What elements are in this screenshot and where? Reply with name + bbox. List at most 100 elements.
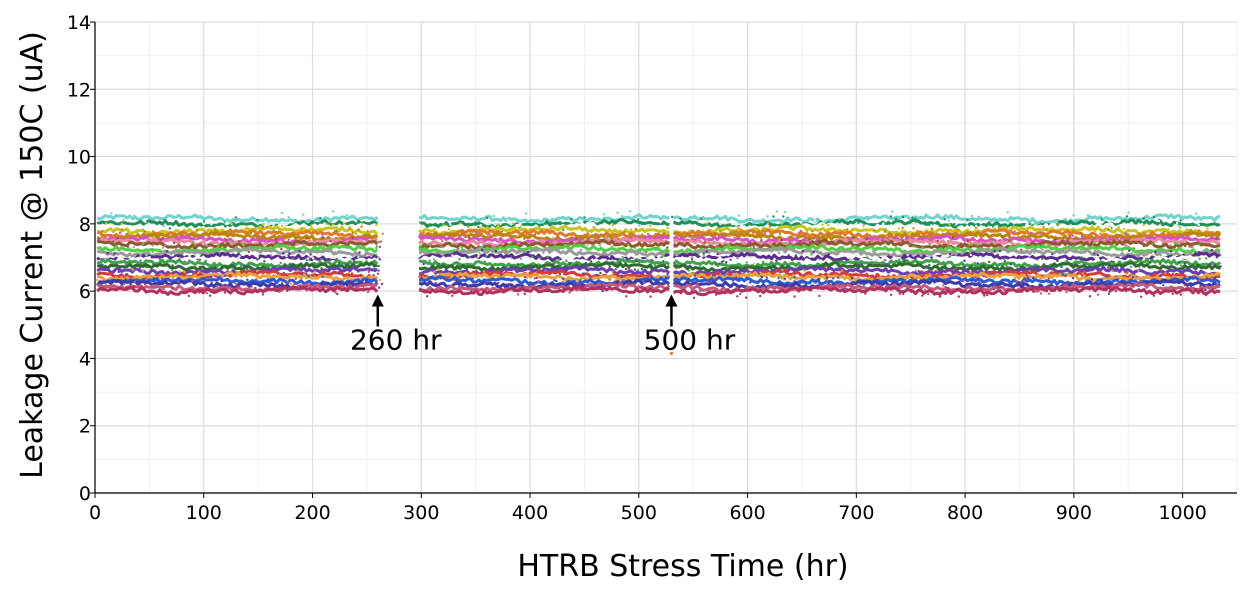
data-point xyxy=(1042,263,1046,266)
data-point xyxy=(1173,241,1176,245)
data-point xyxy=(809,236,813,239)
data-point xyxy=(902,292,905,296)
data-point xyxy=(614,268,617,271)
data-point xyxy=(451,242,455,246)
data-point xyxy=(195,237,198,240)
data-point xyxy=(496,276,499,279)
data-point xyxy=(546,283,549,286)
data-point xyxy=(568,262,571,266)
data-point xyxy=(899,244,902,247)
data-point xyxy=(347,271,351,274)
data-point xyxy=(592,226,595,229)
data-point xyxy=(120,228,124,231)
data-point xyxy=(634,259,637,262)
data-point xyxy=(657,245,660,248)
data-point xyxy=(757,230,760,233)
data-point xyxy=(344,245,348,248)
data-point xyxy=(366,290,370,294)
data-point xyxy=(305,259,308,262)
data-point xyxy=(338,261,341,265)
data-point xyxy=(516,263,520,266)
data-point xyxy=(168,227,171,230)
data-point xyxy=(595,287,599,290)
series-band xyxy=(672,218,1221,230)
data-point xyxy=(809,249,813,252)
data-point xyxy=(749,281,752,284)
data-point xyxy=(872,235,875,238)
data-point xyxy=(696,282,699,286)
data-point xyxy=(708,281,712,285)
data-point xyxy=(177,234,180,238)
data-point xyxy=(729,258,732,261)
data-point xyxy=(655,278,658,281)
data-point xyxy=(646,233,650,236)
data-point xyxy=(230,254,233,257)
data-point xyxy=(512,222,515,225)
data-point xyxy=(873,229,876,232)
data-point xyxy=(279,261,282,265)
data-point xyxy=(689,235,692,238)
data-point xyxy=(274,217,278,221)
annotation-arrow-head xyxy=(665,294,678,307)
data-point xyxy=(1159,262,1162,266)
data-point xyxy=(288,252,291,255)
data-point xyxy=(1100,218,1104,221)
data-point xyxy=(653,264,657,267)
data-point xyxy=(475,231,478,235)
data-point xyxy=(949,252,952,256)
data-point xyxy=(1198,229,1201,232)
data-point xyxy=(102,239,106,242)
data-point xyxy=(918,282,921,285)
data-point xyxy=(1090,228,1094,231)
data-point xyxy=(274,238,278,241)
data-point xyxy=(846,228,849,231)
data-point xyxy=(183,270,186,274)
data-point xyxy=(125,232,129,235)
data-point xyxy=(849,237,852,241)
data-point xyxy=(866,218,869,222)
data-point xyxy=(1162,284,1165,287)
data-point xyxy=(344,267,348,270)
data-point xyxy=(204,259,208,263)
data-point xyxy=(1029,231,1033,234)
data-point xyxy=(832,240,835,243)
data-point xyxy=(570,217,573,220)
data-point xyxy=(1093,249,1097,253)
data-point xyxy=(1042,226,1045,229)
data-point xyxy=(627,267,631,270)
data-point xyxy=(348,225,351,229)
data-point xyxy=(238,255,241,258)
series-band xyxy=(96,270,379,283)
data-point xyxy=(660,255,663,259)
data-point xyxy=(542,251,545,254)
data-point xyxy=(1131,284,1135,287)
data-point xyxy=(191,261,195,264)
data-point xyxy=(759,294,762,298)
data-point xyxy=(220,279,223,283)
data-point xyxy=(218,284,222,287)
data-point xyxy=(230,230,233,233)
data-point xyxy=(1065,290,1068,294)
data-point xyxy=(262,223,265,226)
data-point xyxy=(718,262,721,265)
data-point xyxy=(551,249,554,253)
data-point xyxy=(879,286,882,289)
data-point xyxy=(1169,244,1172,247)
data-point xyxy=(244,243,247,246)
data-point xyxy=(901,215,905,219)
data-point xyxy=(124,286,128,289)
data-point xyxy=(287,238,290,241)
data-point xyxy=(1142,244,1146,248)
data-point xyxy=(465,268,469,271)
data-point xyxy=(553,279,556,282)
x-tick-label: 900 xyxy=(1056,502,1092,524)
data-point xyxy=(142,235,146,238)
data-point xyxy=(435,277,438,281)
data-point xyxy=(1107,292,1111,296)
data-point xyxy=(1016,267,1019,271)
data-point xyxy=(1088,295,1092,298)
data-point xyxy=(537,280,540,283)
data-point xyxy=(634,227,637,231)
data-point xyxy=(1125,244,1128,248)
